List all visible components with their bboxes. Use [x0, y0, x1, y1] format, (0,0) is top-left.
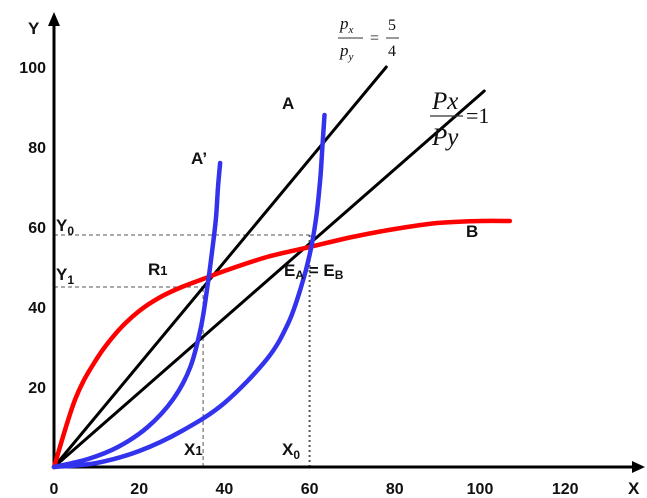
y-axis-label: Y — [28, 19, 40, 38]
label-Y0: Y0 — [56, 216, 74, 238]
y-tick-label: 40 — [28, 300, 46, 317]
x-axis-label: X — [628, 479, 640, 498]
label-A-prime: A’ — [191, 149, 207, 168]
x-axis-arrow — [632, 461, 645, 473]
x-tick-label: 20 — [130, 481, 148, 498]
curve-B — [51, 218, 513, 470]
y-tick-label: 60 — [28, 220, 46, 237]
y-tick-label: 20 — [28, 380, 46, 397]
ratio1-num: 5 — [388, 17, 396, 34]
y-tick-label: 100 — [19, 60, 46, 77]
x-tick-label: 80 — [386, 481, 404, 498]
price-ratio-label-1: px py = 5 4 — [338, 14, 399, 63]
ratio2-num: Px — [431, 88, 458, 115]
label-A: A — [282, 94, 294, 113]
label-EA-EB: EA = EB — [284, 261, 344, 282]
x-tick-label: 100 — [467, 481, 494, 498]
price-ratio-label-2: Px Py =1 — [430, 88, 489, 151]
budget-line-3 — [52, 65, 388, 469]
label-B: B — [466, 222, 478, 241]
label-Y1: Y1 — [56, 265, 74, 287]
budget-line-4 — [52, 89, 486, 469]
label-X1: X1 — [184, 440, 203, 459]
x-tick-label: 0 — [50, 481, 59, 498]
y-tick-label: 80 — [28, 140, 46, 157]
label-X0: X0 — [282, 440, 300, 462]
ratio2-den: Py — [431, 124, 459, 151]
x-tick-label: 40 — [216, 481, 234, 498]
ratio1-px: px — [339, 14, 354, 36]
annotations: A A’ B R1 EA = EB Y0 Y1 X1 X0 px py = 5 … — [56, 14, 489, 462]
y-axis-arrow — [48, 12, 60, 26]
axes: X Y — [28, 12, 645, 498]
ticks: 0 20 40 60 80 100 120 20 40 60 80 100 — [19, 60, 578, 498]
curve-A — [51, 112, 327, 470]
ratio2-rhs: =1 — [466, 103, 489, 128]
ratio1-equals: = — [370, 30, 379, 47]
ratio1-py: py — [339, 41, 354, 63]
x-tick-label: 120 — [552, 481, 579, 498]
x-tick-label: 60 — [301, 481, 319, 498]
ratio1-den: 4 — [388, 43, 396, 60]
label-R1: R1 — [148, 260, 168, 279]
curve-A-prime — [51, 160, 223, 470]
series — [51, 65, 513, 470]
